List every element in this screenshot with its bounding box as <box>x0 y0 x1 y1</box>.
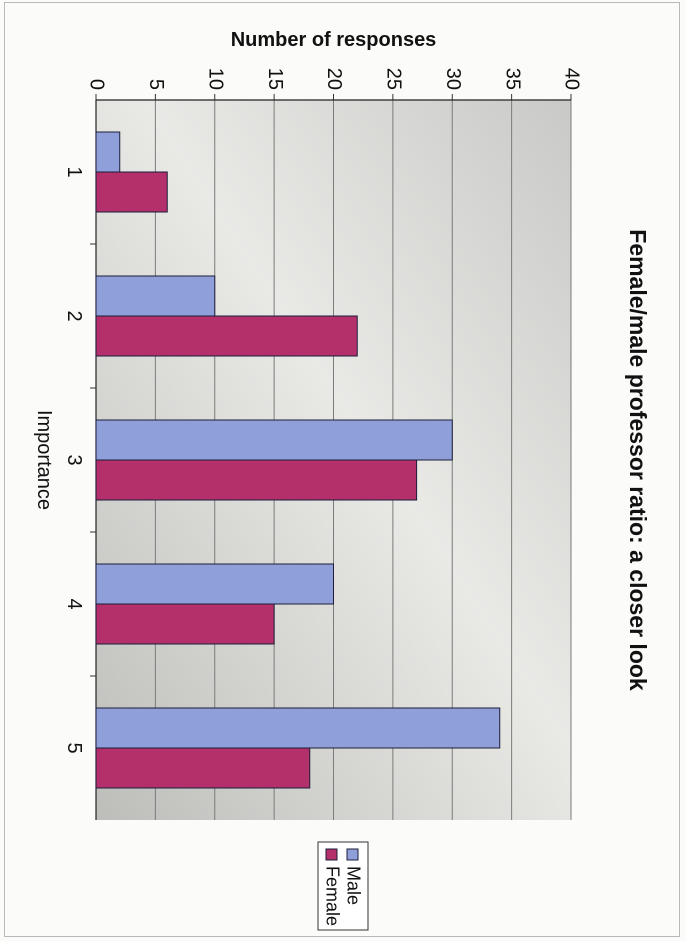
bar-male-5 <box>95 707 501 749</box>
bar-male-1 <box>95 131 121 173</box>
value-tick-label: 40 <box>561 68 583 90</box>
value-axis-title: Number of responses <box>231 29 437 51</box>
bar-female-4 <box>95 603 275 645</box>
category-axis-title: Importance <box>33 410 55 510</box>
legend-swatch-female <box>325 848 338 861</box>
category-tick-label: 4 <box>63 598 85 609</box>
value-tick-label: 30 <box>442 68 464 90</box>
bar-female-1 <box>95 171 168 213</box>
value-tick-label: 10 <box>204 68 226 90</box>
value-tick-label: 25 <box>383 68 405 90</box>
bar-male-4 <box>95 563 334 605</box>
category-tick-label: 2 <box>63 310 85 321</box>
bar-female-5 <box>95 747 311 789</box>
chart-root: 0 5 10 15 20 25 30 35 40 1 2 3 4 5 Female/male profess… <box>33 29 651 931</box>
category-tick-label: 3 <box>63 454 85 465</box>
legend-label-female: Female <box>322 866 342 926</box>
chart-title: Female/male professor ratio: a closer lo… <box>625 229 651 691</box>
value-tick-label: 20 <box>323 68 345 90</box>
value-tick-label: 35 <box>501 68 523 90</box>
legend-label-male: Male <box>343 866 363 905</box>
value-tick-label: 0 <box>86 79 108 90</box>
bar-male-3 <box>95 419 453 461</box>
bar-male-2 <box>95 275 216 317</box>
page-border <box>4 2 680 937</box>
category-tick-label: 5 <box>63 742 85 753</box>
bar-female-2 <box>95 315 358 357</box>
bar-female-3 <box>95 459 418 501</box>
value-tick-label: 15 <box>264 68 286 90</box>
legend-swatch-male <box>346 848 359 861</box>
legend <box>317 841 369 931</box>
category-tick-label: 1 <box>63 166 85 177</box>
value-tick-label: 5 <box>145 79 167 90</box>
